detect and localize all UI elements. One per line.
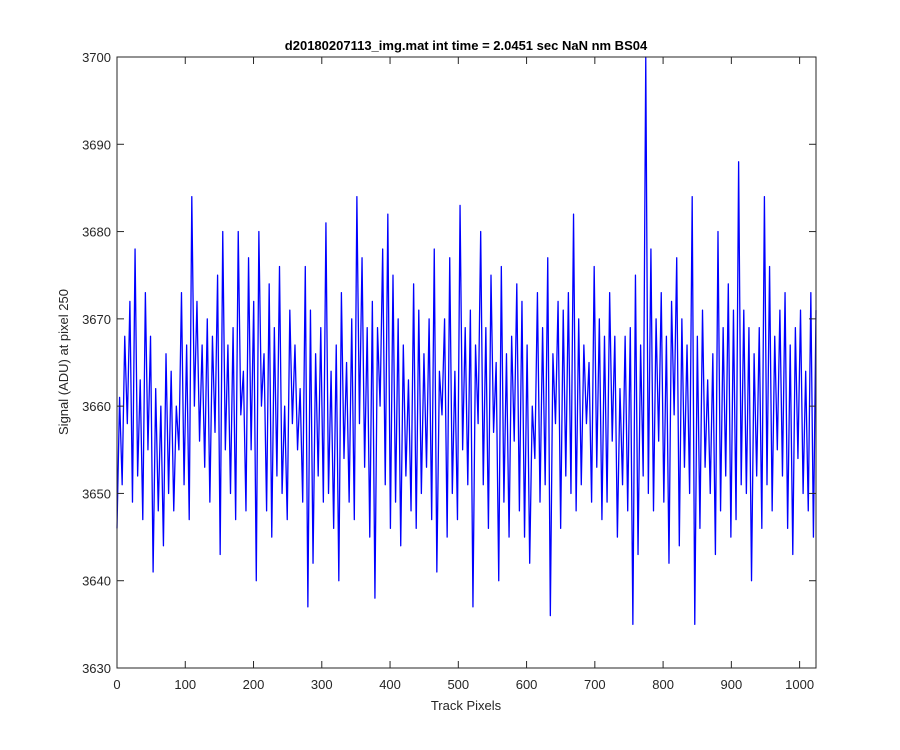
x-tick-label: 0 bbox=[113, 677, 120, 692]
y-tick-label: 3650 bbox=[82, 486, 111, 501]
x-axis-ticks: 0 100 200 300 400 500 600 700 800 900 1000 bbox=[113, 57, 814, 692]
plot-frame bbox=[116, 56, 817, 669]
x-tick-label: 900 bbox=[721, 677, 743, 692]
series-line-group bbox=[116, 56, 817, 626]
y-axis-label: Signal (ADU) at pixel 250 bbox=[56, 289, 71, 435]
y-tick-label: 3640 bbox=[82, 574, 111, 589]
y-tick-label: 3680 bbox=[82, 225, 111, 240]
series-line-0 bbox=[116, 56, 817, 626]
x-tick-label: 500 bbox=[447, 677, 469, 692]
x-tick-label: 400 bbox=[379, 677, 401, 692]
y-tick-label: 3630 bbox=[82, 661, 111, 676]
x-tick-label: 800 bbox=[652, 677, 674, 692]
y-axis-ticks: 3630 3640 3650 3660 3670 3680 3690 3700 bbox=[82, 50, 816, 676]
x-tick-label: 200 bbox=[243, 677, 265, 692]
chart-title: d20180207113_img.mat int time = 2.0451 s… bbox=[285, 38, 648, 53]
y-tick-label: 3670 bbox=[82, 312, 111, 327]
x-tick-label: 600 bbox=[516, 677, 538, 692]
y-tick-label: 3700 bbox=[82, 50, 111, 65]
y-tick-label: 3690 bbox=[82, 137, 111, 152]
x-tick-label: 1000 bbox=[785, 677, 814, 692]
y-tick-label: 3660 bbox=[82, 399, 111, 414]
x-tick-label: 700 bbox=[584, 677, 606, 692]
x-tick-label: 100 bbox=[174, 677, 196, 692]
x-tick-label: 300 bbox=[311, 677, 333, 692]
x-axis-label: Track Pixels bbox=[431, 698, 502, 713]
